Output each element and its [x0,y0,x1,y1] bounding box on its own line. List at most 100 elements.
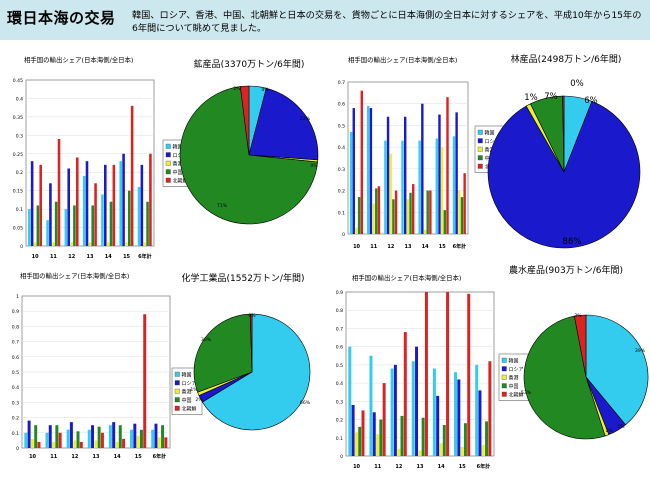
bar-3-香港-15 [460,446,464,456]
bar-2-ロシア-15 [133,423,137,448]
pie-1-slice-北朝鮮 [562,95,565,173]
bar-chart-1-xtick-label: 10 [353,244,360,250]
bar-0-香港-15 [125,242,128,246]
bar-3-中国-14 [442,425,446,456]
bar-1-韓国-15 [435,138,439,234]
bar-chart-3-plot-area [345,291,495,457]
bar-chart-2-xtick-label: 15 [135,454,142,460]
legend-swatch-韓国 [165,143,171,149]
legend-swatch-中国 [501,383,507,389]
bar-chart-3-ytick-label: 0.5 [336,363,343,369]
bar-1-韓国-14 [418,140,421,234]
bar-2-ロシア-6年計 [154,423,158,448]
bar-1-ロシア-15 [438,114,441,234]
bar-0-韓国-6年計 [137,186,141,246]
legend-label-香港: 香港 [173,161,183,168]
bar-1-香港-11 [372,203,375,234]
bar-chart-0-ytick-label: 0.2 [16,170,23,176]
bar-1-中国-15 [443,210,447,234]
bar-1-北朝鮮-15 [446,97,449,234]
pie-2-label-ロシア: 2% [195,397,203,403]
bar-1-ロシア-11 [369,108,373,234]
legend-swatch-北朝鮮 [165,177,171,183]
bar-1-北朝鮮-6年計 [463,173,466,234]
bar-chart-2-ytick-label: 0.8 [12,324,19,330]
bar-chart-3-ytick-label: 0.3 [336,399,343,405]
pie-3-label-香港: 1% [605,428,613,434]
bar-1-香港-6年計 [458,190,461,234]
pie-chart-3-title: 農水産品(903万トン/6年間) [509,264,623,276]
legend-swatch-中国 [477,155,483,161]
bar-chart-0-title: 相手国の輸出シェア(日本海側/全日本) [24,55,133,64]
bar-chart-2-ytick-label: 0.6 [12,355,19,361]
bar-1-香港-14 [423,229,427,234]
bar-chart-2-xtick-label: 10 [29,454,36,460]
bar-0-北朝鮮-15 [130,105,134,246]
legend-swatch-中国 [165,169,171,175]
bar-chart-2-title: 相手国の輸出シェア(日本海側/全日本) [20,271,129,280]
pie-3-slice-中国 [523,315,606,440]
legend-swatch-香港 [501,374,507,380]
legend-label-ロシア: ロシア [182,381,197,387]
legend-label-香港: 香港 [509,375,519,382]
bar-3-ロシア-13 [415,346,419,456]
bar-chart-1-xtick-label: 14 [422,244,429,250]
bar-3-ロシア-10 [351,404,355,456]
bar-chart-0-xtick-label: 15 [123,254,130,260]
legend-swatch-ロシア [174,380,180,386]
bar-2-香港-13 [94,440,98,448]
bar-1-中国-6年計 [460,197,464,234]
bar-2-北朝鮮-6年計 [164,437,168,448]
bar-3-中国-11 [379,419,383,456]
pie-0-label-韓国: 4% [261,87,269,93]
bar-1-韓国-12 [384,140,387,234]
bar-1-中国-13 [409,192,412,234]
bar-chart-0-ytick-label: 0.15 [13,189,23,195]
bar-chart-0-ytick-label: 0.05 [13,226,23,232]
bar-3-中国-15 [463,423,467,456]
bar-chart-1-ytick-label: 0.4 [338,145,345,151]
bar-chart-2-ytick-label: 0.3 [12,400,19,406]
bar-chart-2-ytick-label: 1 [16,294,19,300]
pie-3-label-北朝鮮: 3% [574,313,582,319]
pie-1-label-ロシア: 86% [563,237,582,247]
bar-chart-0-ytick-label: 0.1 [16,207,23,213]
bar-1-北朝鮮-12 [394,190,398,234]
pie-0-label-香港: 0% [310,163,318,169]
bar-2-中国-13 [97,426,101,448]
bar-3-中国-13 [421,417,425,456]
bar-3-北朝鮮-6年計 [488,361,492,456]
bar-chart-3-ytick-label: 0.7 [336,326,343,332]
legend-label-ロシア: ロシア [509,367,524,373]
pie-2-label-北朝鮮: 0% [248,313,256,319]
bar-0-韓国-15 [119,161,123,246]
bar-3-香港-12 [397,448,401,456]
bar-0-北朝鮮-10 [39,164,42,246]
bar-chart-1-xtick-label: 13 [405,244,412,250]
legend-swatch-ロシア [501,366,507,372]
legend-swatch-香港 [165,160,171,166]
pie-0-slice-ロシア [248,87,319,161]
bar-3-ロシア-11 [372,412,376,456]
bar-1-北朝鮮-14 [429,190,432,234]
bar-1-香港-13 [406,199,410,234]
bar-2-ロシア-14 [112,422,116,448]
bar-1-香港-12 [389,153,392,234]
bar-1-中国-10 [357,197,361,234]
bar-chart-1-title: 相手国の輸出シェア(日本海側/全日本) [348,55,457,64]
bar-2-中国-11 [55,425,59,448]
pie-1-label-香港: 1% [524,93,538,103]
bar-chart-3-ytick-label: 0 [340,454,343,460]
pie-chart-1-title: 林産品(2498万トン/6年間) [511,53,622,65]
pie-1-label-韓国: 6% [584,96,598,106]
bar-chart-0-ytick-label: 0.4 [16,96,23,102]
pie-2-slice-韓国 [201,313,311,431]
legend-label-韓国: 韓国 [509,358,519,365]
bar-1-ロシア-13 [403,116,407,234]
bar-1-北朝鮮-10 [360,90,363,234]
bar-0-香港-13 [88,242,92,246]
bar-0-ロシア-6年計 [140,164,144,246]
bar-2-香港-15 [136,435,140,448]
pie-1-label-北朝鮮: 0% [570,79,584,89]
bar-chart-2-xtick-label: 6年計 [153,453,166,460]
